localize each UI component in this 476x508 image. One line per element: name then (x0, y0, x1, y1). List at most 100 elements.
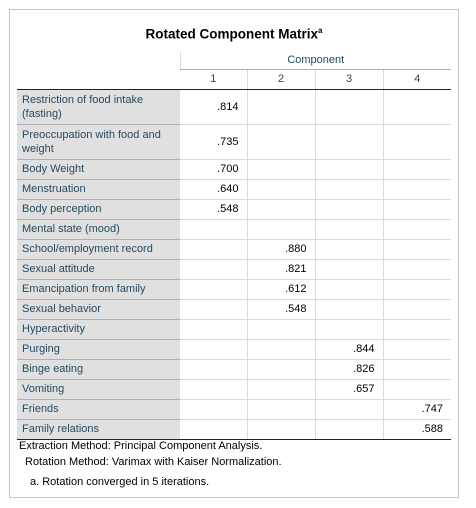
table-row: Vomiting .657 (17, 378, 451, 399)
loading-cell-component-3 (314, 258, 383, 279)
loading-cell-component-1 (180, 378, 247, 399)
loading-cell-component-2 (246, 378, 315, 399)
footnote-a: a. Rotation converged in 5 iterations. (30, 476, 210, 488)
table-row: Hyperactivity (17, 318, 451, 339)
table-row: Preoccupation with food and weight .735 (17, 123, 451, 159)
loading-cell-component-4 (382, 258, 451, 279)
component-header-3: 3 (314, 69, 383, 90)
table-row: Friends .747 (17, 398, 451, 419)
row-label: Hyperactivity (17, 318, 180, 339)
loading-cell-component-4 (382, 298, 451, 319)
table-row: Binge eating .826 (17, 358, 451, 379)
header-corner-bottom (17, 69, 180, 90)
loading-cell-component-4 (382, 278, 451, 299)
table-row: Body Weight .700 (17, 158, 451, 179)
loading-cell-component-4 (382, 178, 451, 199)
row-label: Body Weight (17, 158, 180, 179)
row-label: Preoccupation with food and weight (17, 123, 180, 159)
loading-cell-component-4 (382, 318, 451, 339)
loading-cell-component-2 (246, 178, 315, 199)
loading-cell-component-4 (382, 158, 451, 179)
loading-cell-component-2 (246, 198, 315, 219)
loading-cell-component-3 (314, 123, 383, 159)
loading-cell-component-4 (382, 88, 451, 124)
loading-cell-component-4 (382, 338, 451, 359)
loading-cell-component-2 (246, 158, 315, 179)
table-row: Purging .844 (17, 338, 451, 359)
loading-cell-component-3 (314, 278, 383, 299)
row-label: Mental state (mood) (17, 218, 180, 239)
loading-cell-component-1: .735 (180, 123, 247, 159)
loading-cell-component-2 (246, 358, 315, 379)
table-row: Sexual attitude .821 (17, 258, 451, 279)
table-row: Mental state (mood) (17, 218, 451, 239)
loading-cell-component-1 (180, 358, 247, 379)
loading-cell-component-1 (180, 398, 247, 419)
row-label: Restriction of food intake (fasting) (17, 88, 180, 124)
loading-cell-component-1 (180, 298, 247, 319)
row-label: Menstruation (17, 178, 180, 199)
table-row: Family relations .588 (17, 418, 451, 440)
loading-cell-component-4 (382, 218, 451, 239)
row-label: Sexual attitude (17, 258, 180, 279)
loading-cell-component-2 (246, 218, 315, 239)
row-label: Sexual behavior (17, 298, 180, 319)
loading-cell-component-3: .657 (314, 378, 383, 399)
loading-cell-component-4: .588 (382, 418, 451, 440)
table-title: Rotated Component Matrixa (145, 26, 323, 42)
loading-cell-component-3 (314, 298, 383, 319)
table-row: Emancipation from family .612 (17, 278, 451, 299)
loading-cell-component-4 (382, 123, 451, 159)
loading-cell-component-1: .640 (180, 178, 247, 199)
loading-cell-component-4: .747 (382, 398, 451, 419)
loading-cell-component-4 (382, 358, 451, 379)
loading-cell-component-3 (314, 238, 383, 259)
loading-cell-component-2 (246, 418, 315, 440)
row-label: Friends (17, 398, 180, 419)
extraction-method-note: Extraction Method: Principal Component A… (19, 440, 263, 452)
loading-cell-component-2: .821 (246, 258, 315, 279)
loading-cell-component-3: .826 (314, 358, 383, 379)
loading-cell-component-2: .548 (246, 298, 315, 319)
loading-cell-component-3 (314, 88, 383, 124)
loading-cell-component-1 (180, 278, 247, 299)
loading-cell-component-2 (246, 318, 315, 339)
component-group-header: Component (179, 52, 451, 70)
rotation-method-note: Rotation Method: Varimax with Kaiser Nor… (25, 456, 282, 468)
loading-cell-component-3 (314, 398, 383, 419)
table-row: Restriction of food intake (fasting) .814 (17, 88, 451, 124)
row-label: School/employment record (17, 238, 180, 259)
row-label: Vomiting (17, 378, 180, 399)
output-frame (9, 9, 459, 498)
table-row: School/employment record .880 (17, 238, 451, 259)
table-row: Menstruation .640 (17, 178, 451, 199)
row-label: Emancipation from family (17, 278, 180, 299)
loading-cell-component-3 (314, 198, 383, 219)
table-row: Sexual behavior .548 (17, 298, 451, 319)
loading-cell-component-4 (382, 378, 451, 399)
loading-cell-component-4 (382, 198, 451, 219)
loading-cell-component-2 (246, 398, 315, 419)
loading-cell-component-3: .844 (314, 338, 383, 359)
loading-cell-component-1 (180, 418, 247, 440)
component-header-4: 4 (382, 69, 451, 90)
component-header-2: 2 (246, 69, 315, 90)
header-corner (17, 52, 180, 69)
loading-cell-component-3 (314, 418, 383, 440)
loading-cell-component-3 (314, 178, 383, 199)
row-label: Binge eating (17, 358, 180, 379)
loading-cell-component-2: .880 (246, 238, 315, 259)
component-header-1: 1 (180, 69, 247, 90)
loading-cell-component-1 (180, 218, 247, 239)
loading-cell-component-3 (314, 158, 383, 179)
loading-cell-component-1 (180, 258, 247, 279)
loading-cell-component-2 (246, 88, 315, 124)
loading-cell-component-1 (180, 238, 247, 259)
table-row: Body perception .548 (17, 198, 451, 219)
row-label: Body perception (17, 198, 180, 219)
loading-cell-component-3 (314, 318, 383, 339)
rotated-component-matrix: Component 1 2 3 4 Restriction of food in… (17, 52, 451, 440)
loading-cell-component-1 (180, 338, 247, 359)
row-label: Purging (17, 338, 180, 359)
loading-cell-component-1: .548 (180, 198, 247, 219)
